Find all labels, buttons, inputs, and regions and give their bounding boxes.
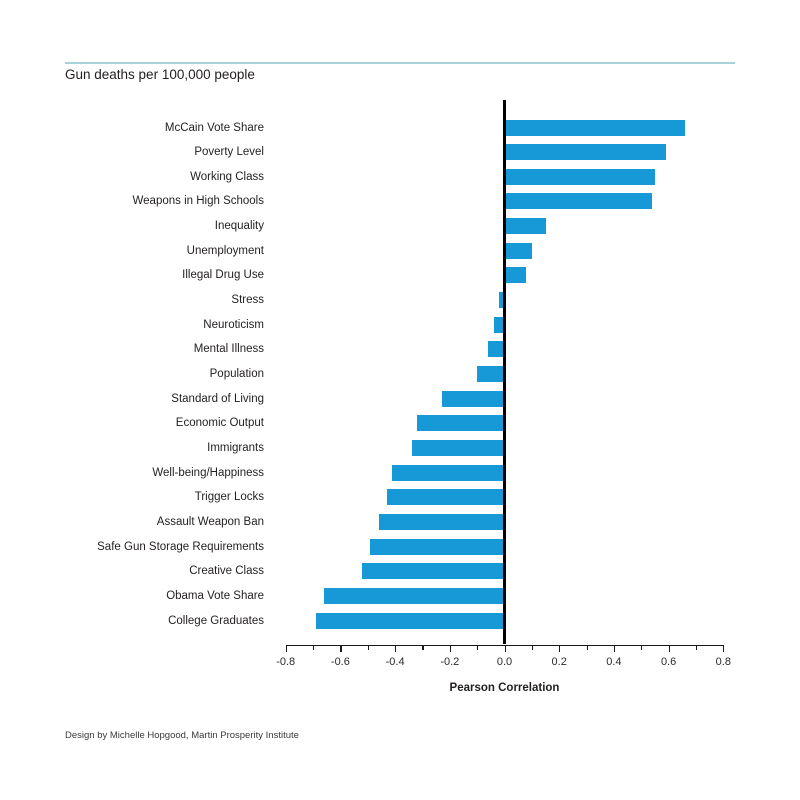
bar bbox=[362, 563, 505, 580]
x-axis-tick-label: -0.6 bbox=[330, 656, 350, 668]
x-axis-tick-label: 0.8 bbox=[715, 656, 731, 668]
x-axis-tick-label: -0.4 bbox=[385, 656, 405, 668]
x-axis-minor-tick bbox=[313, 646, 315, 650]
category-label: Working Class bbox=[190, 170, 264, 183]
bar bbox=[504, 119, 685, 136]
category-label: Obama Vote Share bbox=[166, 590, 264, 603]
bar bbox=[378, 514, 505, 531]
x-axis-tick-label: 0.2 bbox=[551, 656, 567, 668]
bar bbox=[392, 464, 505, 481]
category-label: Neuroticism bbox=[203, 318, 264, 331]
bar bbox=[504, 193, 653, 210]
bar bbox=[493, 316, 505, 333]
x-axis-minor-tick bbox=[477, 646, 479, 650]
category-label: Safe Gun Storage Requirements bbox=[97, 540, 264, 553]
bar bbox=[441, 390, 505, 407]
x-axis-minor-tick bbox=[422, 646, 424, 650]
x-axis-major-tick bbox=[613, 646, 616, 652]
bar bbox=[416, 415, 505, 432]
header-divider-line bbox=[65, 62, 735, 64]
bar bbox=[411, 440, 505, 457]
category-label: Mental Illness bbox=[193, 343, 264, 356]
x-axis-tick-label: 0.0 bbox=[496, 656, 513, 668]
x-axis-major-tick bbox=[285, 646, 287, 652]
x-axis-minor-tick bbox=[367, 646, 369, 650]
bar bbox=[504, 144, 666, 161]
x-axis-tick-label: 0.4 bbox=[606, 656, 622, 668]
credit-text: Design by Michelle Hopgood, Martin Prosp… bbox=[65, 730, 299, 741]
category-label: Immigrants bbox=[207, 442, 264, 455]
x-axis-minor-tick bbox=[586, 646, 588, 650]
category-label: Assault Weapon Ban bbox=[156, 516, 264, 529]
category-label: College Graduates bbox=[168, 614, 264, 627]
zero-baseline-line bbox=[503, 100, 506, 644]
x-axis-tick-label: -0.2 bbox=[440, 656, 460, 668]
category-label: Economic Output bbox=[175, 417, 264, 430]
x-axis-minor-tick bbox=[695, 646, 698, 650]
bar bbox=[504, 168, 655, 185]
category-label: Creative Class bbox=[189, 565, 264, 578]
bar bbox=[315, 612, 505, 629]
category-label: Stress bbox=[231, 294, 264, 307]
chart-title: Gun deaths per 100,000 people bbox=[65, 67, 255, 82]
bar bbox=[386, 489, 505, 506]
bar bbox=[477, 366, 505, 383]
x-axis-major-tick bbox=[340, 646, 342, 652]
bar bbox=[504, 218, 546, 235]
bar bbox=[499, 292, 505, 309]
category-label: Weapons in High Schools bbox=[132, 195, 264, 208]
bar bbox=[323, 588, 505, 605]
x-axis-title: Pearson Correlation bbox=[449, 682, 560, 694]
x-axis-minor-tick bbox=[531, 646, 534, 650]
category-label: Illegal Drug Use bbox=[182, 269, 264, 282]
x-axis-major-tick bbox=[449, 646, 451, 652]
category-label: Unemployment bbox=[186, 244, 264, 257]
x-axis-major-tick bbox=[395, 646, 397, 652]
category-label: Standard of Living bbox=[171, 392, 264, 405]
x-axis-major-tick bbox=[723, 646, 725, 652]
x-axis-tick-label: 0.6 bbox=[660, 656, 677, 668]
category-label: Poverty Level bbox=[194, 146, 264, 159]
category-label: Trigger Locks bbox=[194, 491, 264, 504]
category-label: McCain Vote Share bbox=[164, 121, 264, 134]
category-label: Well-being/Happiness bbox=[152, 466, 264, 479]
x-axis-minor-tick bbox=[641, 646, 643, 650]
x-axis-major-tick bbox=[504, 646, 506, 652]
bar bbox=[370, 538, 505, 555]
bar bbox=[504, 242, 532, 259]
x-axis-tick-label: -0.8 bbox=[276, 656, 296, 668]
x-axis-major-tick bbox=[559, 646, 561, 652]
bar bbox=[488, 341, 505, 358]
x-axis-major-tick bbox=[668, 646, 670, 652]
category-label: Population bbox=[209, 368, 264, 381]
x-axis-line bbox=[285, 645, 724, 647]
category-label: Inequality bbox=[214, 220, 264, 233]
bar bbox=[504, 267, 527, 284]
